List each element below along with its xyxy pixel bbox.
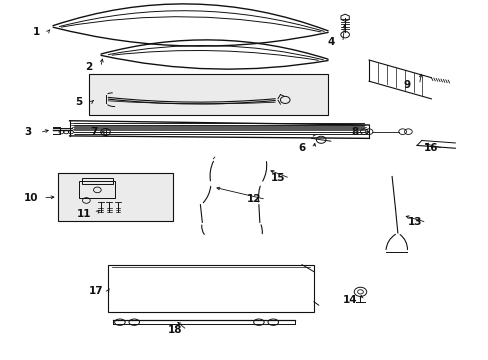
Text: 18: 18 bbox=[167, 325, 182, 335]
Text: 12: 12 bbox=[246, 194, 261, 204]
Text: 17: 17 bbox=[88, 286, 103, 296]
Text: 10: 10 bbox=[24, 193, 39, 203]
Text: 11: 11 bbox=[77, 208, 91, 219]
Text: 2: 2 bbox=[85, 62, 92, 72]
Text: 1: 1 bbox=[32, 27, 40, 37]
Text: 4: 4 bbox=[326, 37, 334, 48]
Text: 9: 9 bbox=[403, 80, 410, 90]
Text: 3: 3 bbox=[24, 127, 31, 138]
Bar bbox=[108, 265, 313, 312]
Text: 15: 15 bbox=[270, 173, 285, 183]
Text: 6: 6 bbox=[298, 143, 305, 153]
Text: 14: 14 bbox=[342, 295, 357, 305]
Text: 16: 16 bbox=[423, 143, 438, 153]
Text: 8: 8 bbox=[350, 127, 358, 138]
Text: 5: 5 bbox=[75, 98, 82, 107]
FancyBboxPatch shape bbox=[58, 173, 172, 221]
Text: 7: 7 bbox=[90, 127, 97, 138]
Bar bbox=[79, 181, 115, 198]
FancyBboxPatch shape bbox=[89, 74, 328, 115]
Bar bbox=[81, 178, 112, 184]
Text: 13: 13 bbox=[407, 217, 421, 227]
